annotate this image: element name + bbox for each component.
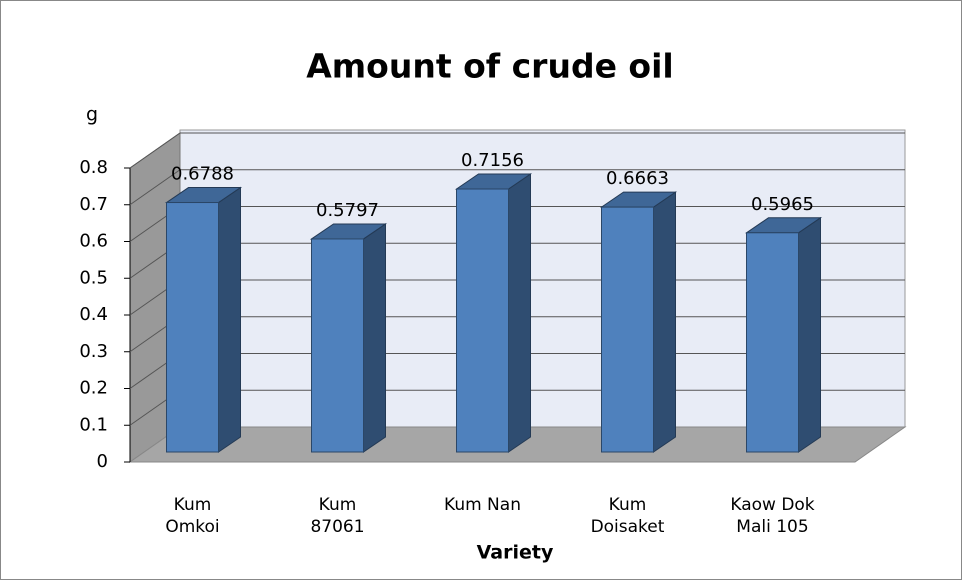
value-label: 0.6788 bbox=[171, 164, 234, 185]
grid-line bbox=[129, 169, 181, 206]
y-tick-label: 0 bbox=[97, 451, 108, 472]
grid-line bbox=[129, 132, 181, 169]
x-tick-label: Kaow Dok Mali 105 bbox=[730, 495, 815, 537]
bar-side bbox=[363, 223, 386, 453]
bar-side bbox=[798, 216, 821, 453]
bar bbox=[456, 188, 509, 453]
y-tick-label: 0.4 bbox=[79, 304, 108, 325]
x-tick-label: Kum Nan bbox=[444, 495, 521, 515]
chart-title: Amount of crude oil bbox=[306, 47, 673, 86]
y-tick-label: 0.5 bbox=[79, 267, 108, 288]
y-tick-label: 0.6 bbox=[79, 231, 108, 252]
bar bbox=[166, 202, 219, 453]
value-label: 0.5965 bbox=[751, 194, 814, 215]
y-axis-label: g bbox=[86, 104, 98, 126]
x-tick-label: Kum Omkoi bbox=[165, 495, 220, 537]
bar-side bbox=[653, 191, 676, 453]
y-tick-label: 0.3 bbox=[79, 341, 108, 362]
x-tick-label: Kum Doisaket bbox=[590, 495, 665, 537]
value-label: 0.6663 bbox=[606, 168, 669, 189]
y-tick-label: 0.1 bbox=[79, 414, 108, 435]
y-tick-label: 0.8 bbox=[79, 157, 108, 178]
bar bbox=[311, 238, 364, 453]
bar bbox=[746, 232, 799, 453]
value-label: 0.5797 bbox=[316, 200, 379, 221]
y-tick-label: 0.7 bbox=[79, 194, 108, 215]
bar bbox=[601, 206, 654, 453]
bar-side bbox=[218, 186, 241, 453]
value-label: 0.7156 bbox=[461, 150, 524, 171]
x-tick-label: Kum 87061 bbox=[310, 495, 365, 537]
y-tick-label: 0.2 bbox=[79, 378, 108, 399]
x-axis-label: Variety bbox=[477, 542, 554, 564]
bar-side bbox=[508, 173, 531, 453]
